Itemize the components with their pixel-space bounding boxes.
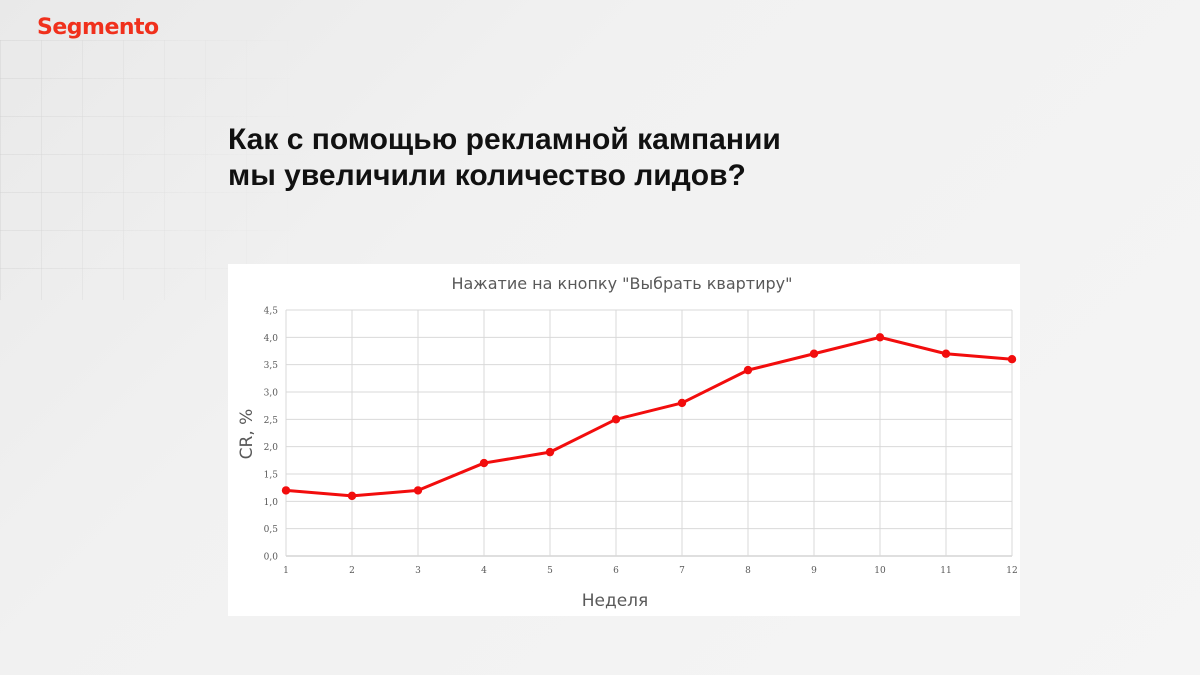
- grid-lines: [285, 309, 1013, 557]
- y-tick-label: 4,5: [264, 307, 279, 317]
- data-point: [743, 365, 753, 375]
- x-tick-label: 9: [811, 566, 817, 576]
- series-line: [284, 335, 1014, 498]
- x-axis-ticks: 1 2 3 4 5 6 7 8 9 10 11 12: [283, 566, 1018, 576]
- y-tick-label: 0,0: [264, 553, 279, 563]
- series-layer: [281, 333, 1017, 501]
- x-tick-label: 5: [547, 566, 553, 576]
- line-chart: Нажатие на кнопку "Выбрать квартиру" 0,0…: [237, 274, 1018, 611]
- x-tick-label: 3: [415, 566, 421, 576]
- page-title-line-1: Как с помощью рекламной кампании: [228, 123, 781, 156]
- x-tick-label: 2: [349, 566, 355, 576]
- x-tick-label: 6: [613, 566, 619, 576]
- y-axis-label: CR, %: [237, 409, 257, 460]
- data-point: [809, 349, 819, 358]
- x-tick-label: 11: [940, 566, 951, 576]
- data-point: [1007, 355, 1017, 364]
- data-point: [611, 415, 621, 424]
- page-title: Как с помощью рекламной кампании мы увел…: [228, 122, 868, 194]
- y-tick-label: 0,5: [264, 525, 279, 535]
- data-point: [281, 486, 291, 495]
- page-title-line-2: мы увеличили количество лидов?: [228, 159, 746, 192]
- x-tick-label: 4: [481, 566, 487, 576]
- y-tick-label: 4,0: [264, 334, 279, 344]
- data-point: [413, 486, 423, 495]
- chart-card: Нажатие на кнопку "Выбрать квартиру" 0,0…: [228, 264, 1020, 616]
- x-axis-label: Неделя: [582, 591, 649, 611]
- brand-logo: Segmento: [37, 15, 159, 40]
- data-point: [479, 458, 489, 468]
- data-point: [875, 333, 885, 342]
- y-tick-label: 1,0: [264, 498, 279, 508]
- chart-title: Нажатие на кнопку "Выбрать квартиру": [451, 274, 792, 293]
- x-tick-label: 8: [745, 566, 751, 576]
- logo-text: Segmento: [37, 15, 159, 40]
- y-axis-ticks: 0,0 0,5 1,0 1,5 2,0 2,5 3,0 3,5 4,0 4,5: [264, 307, 279, 563]
- decorative-grid: [0, 40, 300, 300]
- y-tick-label: 2,0: [264, 443, 279, 453]
- x-tick-label: 1: [283, 566, 289, 576]
- data-point: [545, 447, 555, 457]
- data-point: [677, 398, 687, 408]
- x-tick-label: 10: [874, 566, 886, 576]
- y-tick-label: 3,5: [264, 361, 279, 371]
- data-point: [347, 491, 357, 501]
- y-tick-label: 1,5: [264, 471, 279, 481]
- y-tick-label: 3,0: [264, 389, 279, 399]
- x-tick-label: 7: [679, 566, 685, 576]
- data-point: [941, 349, 951, 358]
- y-tick-label: 2,5: [264, 416, 279, 426]
- x-tick-label: 12: [1006, 566, 1017, 576]
